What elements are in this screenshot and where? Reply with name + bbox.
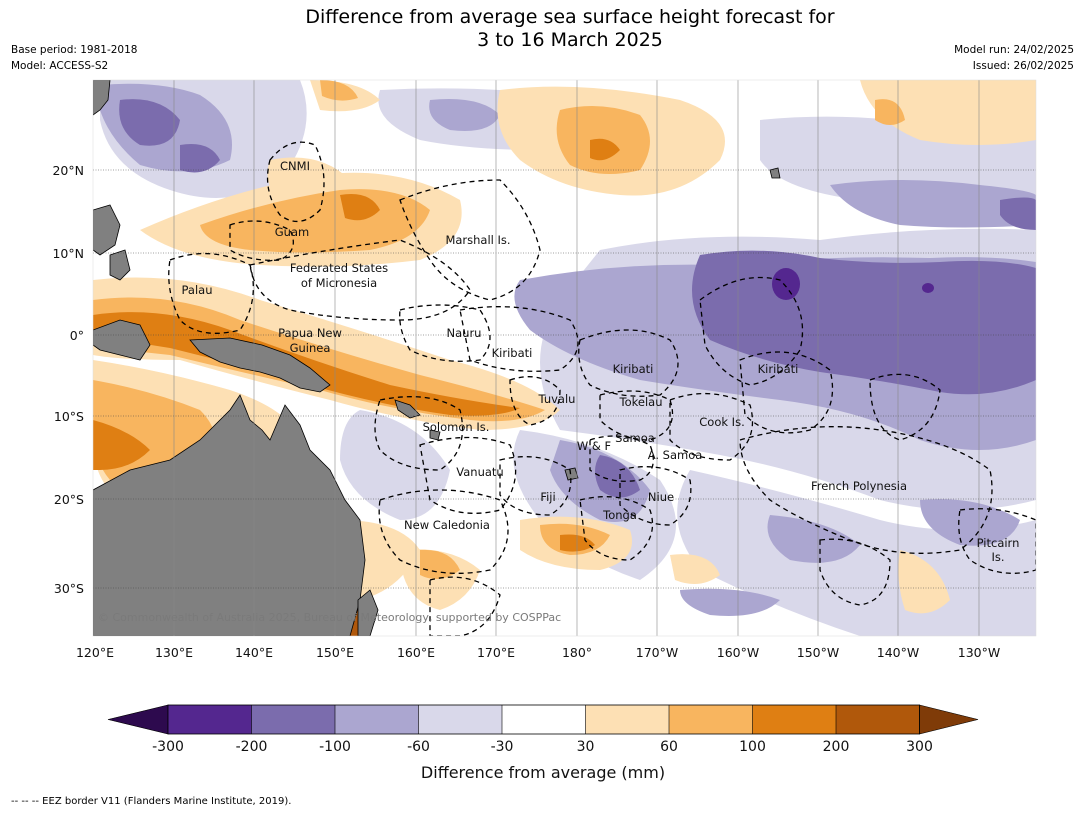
issued-date: Issued: 26/02/2025 [972, 60, 1074, 72]
label-palau: Palau [182, 283, 213, 297]
label-kiribati-east: Kiribati [758, 362, 799, 376]
longitude-lines [173, 80, 980, 636]
map-field: CNMI Guam Marshall Is. Federated States … [93, 80, 1036, 636]
lon-tick-140e: 140°E [235, 645, 273, 660]
model-name: Model: ACCESS-S2 [11, 60, 109, 72]
label-fsm-2: of Micronesia [301, 276, 377, 290]
label-png-1: Papua New [278, 326, 342, 340]
philippines [93, 80, 111, 116]
cb-tick-8: 100 [739, 739, 766, 755]
cb-tick-2: -200 [236, 739, 268, 755]
label-marshall: Marshall Is. [445, 233, 510, 247]
label-wallis-futuna: W & F [577, 439, 611, 453]
latitude-lines [93, 169, 1036, 589]
label-fiji: Fiji [540, 490, 555, 504]
lon-tick-150w: 150°W [797, 645, 839, 660]
colorbar-bin-2 [251, 705, 335, 734]
australia-landmass [93, 394, 366, 636]
label-new-caledonia: New Caledonia [404, 518, 490, 532]
lon-tick-170e: 170°E [477, 645, 515, 660]
lon-tick-160w: 160°W [717, 645, 759, 660]
label-kiribati-central: Kiribati [613, 362, 654, 376]
land-masses [93, 80, 781, 636]
base-period: Base period: 1981-2018 [11, 44, 138, 56]
colorbar-dividers [251, 705, 837, 734]
cb-tick-9: 200 [823, 739, 850, 755]
lat-tick-30s: 30°S [54, 581, 84, 596]
lon-tick-170w: 170°W [636, 645, 678, 660]
meta-left: Base period: 1981-2018 Model: ACCESS-S2 [11, 42, 137, 74]
cb-tick-6: 30 [577, 739, 595, 755]
anomaly-layer-deep-negative [772, 268, 934, 300]
colorbar-label: Difference from average (mm) [421, 763, 665, 782]
label-tonga: Tonga [602, 508, 637, 522]
colorbar-bin-6 [585, 705, 669, 734]
cb-tick-10: 300 [906, 739, 933, 755]
label-tuvalu: Tuvalu [538, 392, 576, 406]
label-samoa: Samoa [615, 431, 655, 445]
eez-border-note: -- -- -- EEZ border V11 (Flanders Marine… [11, 796, 292, 807]
colorbar-ticks: -300 -200 -100 -60 -30 30 60 100 200 300 [152, 739, 933, 755]
longitude-tick-labels: 120°E 130°E 140°E 150°E 160°E 170°E 180°… [76, 645, 1000, 660]
model-run: Model run: 24/02/2025 [954, 44, 1074, 56]
colorbar-max-extension [919, 704, 979, 735]
lat-tick-10n: 10°N [52, 246, 84, 261]
colorbar-bin-1 [168, 705, 252, 734]
label-kiribati-west: Kiribati [492, 346, 533, 360]
anomaly-layer-dark-positive [93, 138, 620, 552]
label-pitcairn-1: Pitcairn [977, 536, 1020, 550]
lat-tick-0: 0° [70, 328, 84, 343]
colorbar-outline [167, 704, 920, 735]
label-french-polynesia: French Polynesia [811, 479, 907, 493]
cb-tick-1: -300 [152, 739, 184, 755]
colorbar-bin-5 [502, 705, 586, 734]
cb-tick-5: -30 [491, 739, 514, 755]
cb-tick-3: -100 [319, 739, 351, 755]
map-frame [92, 79, 1037, 637]
label-png-2: Guinea [290, 341, 331, 355]
meta-right: Model run: 24/02/2025 Issued: 26/02/2025 [954, 42, 1074, 74]
lon-tick-130w: 130°W [958, 645, 1000, 660]
label-niue: Niue [648, 490, 674, 504]
label-nauru: Nauru [447, 326, 482, 340]
label-pitcairn-2: Is. [991, 550, 1004, 564]
lat-tick-20n: 20°N [52, 163, 84, 178]
cb-tick-4: -60 [407, 739, 430, 755]
colorbar-bin-4 [418, 705, 502, 734]
colorbar-min-extension [107, 704, 169, 735]
label-tokelau: Tokelau [619, 395, 663, 409]
label-solomon: Solomon Is. [423, 420, 490, 434]
title-line-1: Difference from average sea surface heig… [305, 6, 835, 28]
graticule [93, 80, 1036, 636]
colorbar: -300 -200 -100 -60 -30 30 60 100 200 300… [107, 704, 979, 782]
label-cook: Cook Is. [699, 415, 744, 429]
colorbar-bin-7 [669, 705, 753, 734]
lon-tick-150e: 150°E [316, 645, 354, 660]
colorbar-bin-3 [335, 705, 419, 734]
lon-tick-160e: 160°E [397, 645, 435, 660]
lat-tick-10s: 10°S [54, 409, 84, 424]
title-line-2: 3 to 16 March 2025 [477, 29, 663, 51]
label-vanuatu: Vanuatu [456, 465, 503, 479]
cb-tick-7: 60 [660, 739, 678, 755]
eez-borders [168, 141, 1036, 636]
label-cnmi: CNMI [280, 159, 310, 173]
colorbar-bin-8 [752, 705, 836, 734]
lon-tick-140w: 140°W [877, 645, 919, 660]
lon-tick-120e: 120°E [76, 645, 114, 660]
lat-tick-20s: 20°S [54, 492, 84, 507]
region-labels: CNMI Guam Marshall Is. Federated States … [182, 159, 1020, 564]
maritime-se-asia [93, 319, 151, 361]
new-guinea-landmass [189, 337, 331, 393]
chart-title: Difference from average sea surface heig… [0, 6, 1085, 52]
lon-tick-180: 180° [562, 645, 592, 660]
latitude-tick-labels: 20°N 10°N 0° 10°S 20°S 30°S [52, 163, 84, 596]
colorbar-bin-9 [836, 705, 920, 734]
copyright-credit: © Commonwealth of Australia 2025, Bureau… [98, 611, 561, 624]
label-guam: Guam [275, 225, 309, 239]
lon-tick-130e: 130°E [155, 645, 193, 660]
label-american-samoa: A. Samoa [648, 448, 703, 462]
label-fsm-1: Federated States [290, 261, 388, 275]
